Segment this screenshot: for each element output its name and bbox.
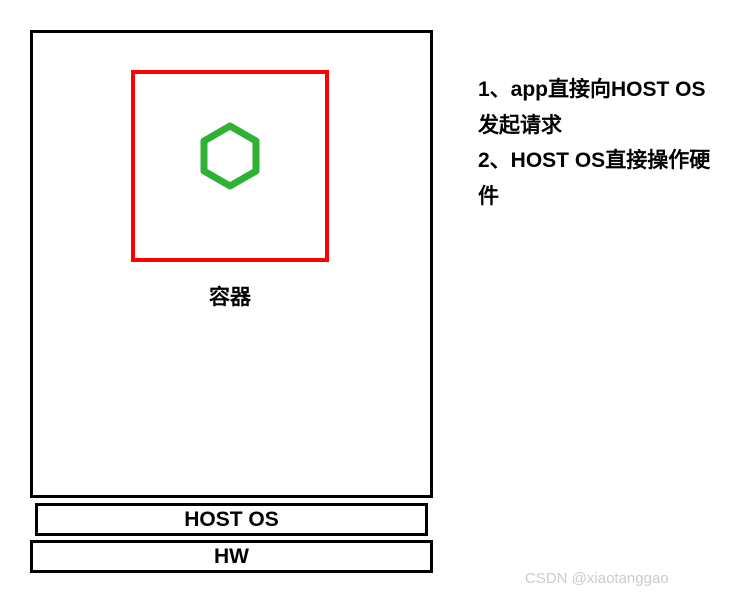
description-line-2: 2、HOST OS直接操作硬件 <box>478 143 720 214</box>
host-os-layer: HOST OS <box>35 503 428 536</box>
description-line-1: 1、app直接向HOST OS发起请求 <box>478 72 720 143</box>
diagram-canvas: 容器 HOST OS HW 1、app直接向HOST OS发起请求 2、HOST… <box>0 0 751 595</box>
hw-label: HW <box>214 545 249 569</box>
container-label: 容器 <box>131 281 329 311</box>
hw-layer: HW <box>30 540 433 573</box>
description-text: 1、app直接向HOST OS发起请求 2、HOST OS直接操作硬件 <box>478 72 720 215</box>
hexagon-shape <box>204 126 256 186</box>
hexagon-icon <box>190 116 270 196</box>
watermark: CSDN @xiaotanggao <box>525 570 669 587</box>
host-os-label: HOST OS <box>184 508 279 532</box>
